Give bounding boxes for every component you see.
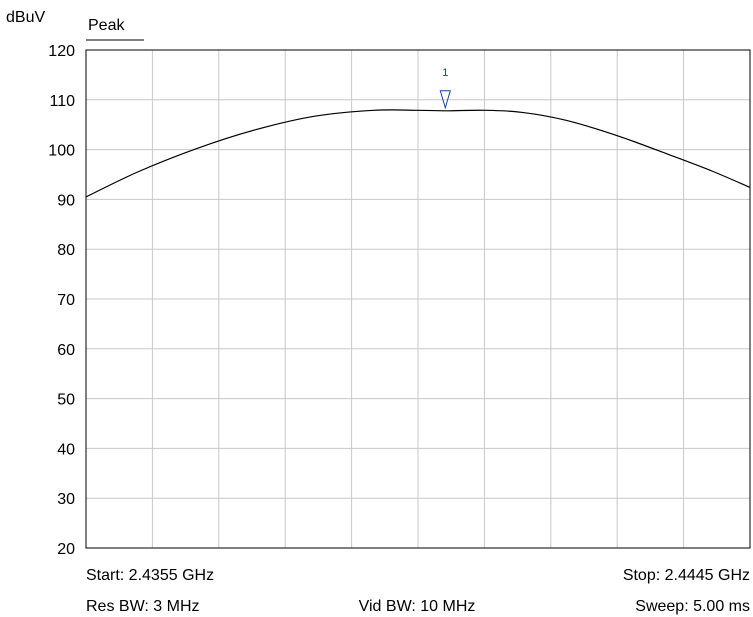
marker-triangle: [440, 91, 450, 108]
y-tick-label: 30: [57, 491, 75, 508]
y-tick-label: 40: [57, 441, 75, 458]
y-tick-label: 20: [57, 541, 75, 558]
y-tick-label: 90: [57, 192, 75, 209]
start-frequency: Start: 2.4355 GHz: [86, 567, 214, 584]
unit-label: dBuV: [6, 9, 45, 26]
y-tick-label: 60: [57, 342, 75, 359]
sweep-time: Sweep: 5.00 ms: [635, 598, 750, 615]
y-tick-label: 80: [57, 242, 75, 259]
resolution-bandwidth: Res BW: 3 MHz: [86, 598, 200, 615]
y-tick-label: 120: [48, 43, 75, 60]
y-tick-label: 70: [57, 292, 75, 309]
stop-frequency: Stop: 2.4445 GHz: [623, 567, 750, 584]
y-tick-labels: 120 110 100 90 80 70 60 50 40 30 20: [48, 43, 75, 558]
y-tick-label: 50: [57, 392, 75, 409]
grid-lines: [86, 50, 750, 548]
y-tick-label: 100: [48, 143, 75, 160]
markers: 1: [440, 67, 450, 108]
y-tick-label: 110: [49, 93, 75, 110]
marker-label: 1: [442, 67, 448, 79]
trace-label: Peak: [88, 17, 125, 34]
video-bandwidth: Vid BW: 10 MHz: [359, 598, 476, 615]
